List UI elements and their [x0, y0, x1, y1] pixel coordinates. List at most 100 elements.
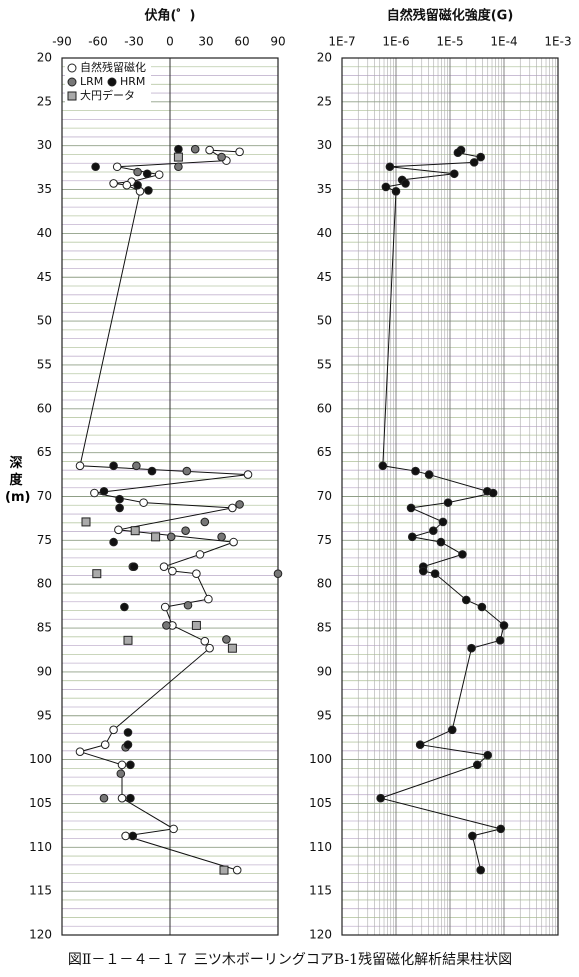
- point: [205, 145, 214, 155]
- point: [99, 486, 109, 496]
- point: [122, 180, 132, 190]
- point: [190, 144, 200, 154]
- point: [436, 537, 446, 547]
- legend-label: HRM: [120, 75, 145, 88]
- point: [449, 169, 459, 179]
- y-tick-label: 110: [309, 840, 332, 854]
- point: [117, 760, 127, 770]
- point: [109, 725, 118, 735]
- y-tick-label: 55: [37, 357, 52, 371]
- point: [496, 824, 506, 834]
- point: [130, 526, 140, 536]
- y-tick-label: 50: [317, 314, 332, 328]
- point: [123, 635, 133, 645]
- point: [139, 498, 148, 507]
- point: [472, 760, 482, 770]
- point: [205, 643, 214, 653]
- series-line: [78, 149, 249, 871]
- point: [117, 793, 127, 803]
- y-tick-label: 40: [37, 226, 52, 240]
- y-tick-label: 35: [317, 182, 332, 196]
- x-tick-label: 60: [234, 35, 249, 49]
- y-tick-label: 70: [37, 489, 52, 503]
- x-tick-label: 0: [166, 35, 174, 49]
- point: [227, 643, 237, 653]
- point: [115, 503, 124, 513]
- point: [160, 602, 170, 612]
- point: [376, 793, 385, 803]
- point: [229, 537, 238, 547]
- point: [217, 532, 226, 542]
- point: [133, 167, 142, 177]
- point: [458, 550, 467, 559]
- y-tick-label: 20: [317, 51, 332, 65]
- point: [418, 566, 428, 576]
- point: [123, 740, 133, 749]
- point: [204, 594, 213, 604]
- point: [181, 526, 190, 536]
- y-tick-label: 25: [37, 94, 52, 108]
- y-tick-label: 70: [317, 489, 332, 503]
- chart-title: 伏角(゜): [145, 8, 196, 24]
- point: [99, 793, 109, 803]
- point: [424, 470, 434, 479]
- point: [90, 488, 99, 498]
- y-tick-label: 80: [317, 577, 332, 591]
- point: [243, 470, 253, 479]
- y-tick-label: 105: [309, 796, 332, 810]
- y-tick-label: 100: [29, 752, 52, 766]
- y-tick-label: 85: [37, 621, 52, 635]
- x-tick-label: -90: [52, 35, 72, 49]
- point: [381, 182, 391, 192]
- y-tick-label: 35: [37, 182, 52, 196]
- plot: 自然残留磁化強度(G) 20 25 30 35 40 45 50 55 60 65 70 75 80 85 9…: [309, 8, 572, 942]
- point: [235, 147, 244, 157]
- x-tick-label: 90: [270, 35, 285, 49]
- point: [183, 600, 193, 610]
- point: [75, 747, 85, 757]
- point: [476, 865, 485, 875]
- point: [453, 148, 463, 158]
- plot-frame: [341, 57, 559, 936]
- point: [174, 144, 183, 154]
- point: [228, 503, 237, 513]
- point: [443, 498, 453, 507]
- y-tick-label: 30: [37, 138, 52, 152]
- point: [428, 526, 438, 536]
- y-tick-label: 65: [37, 445, 52, 459]
- point: [232, 865, 242, 875]
- y-tick-label: 65: [317, 445, 332, 459]
- point: [191, 620, 201, 630]
- point: [121, 831, 130, 841]
- point: [147, 466, 157, 476]
- y-tick-label: 120: [309, 928, 332, 942]
- point: [75, 461, 85, 471]
- y-tick-label: 115: [29, 884, 52, 898]
- point: [499, 621, 509, 630]
- legend-label: 自然残留磁化: [80, 60, 146, 74]
- y-axis-label: 深度(m): [5, 456, 31, 505]
- y-tick-label: 100: [309, 752, 332, 766]
- point: [406, 503, 416, 513]
- point: [488, 488, 498, 498]
- x-tick-label: 1E-7: [328, 35, 355, 49]
- y-tick-label: 50: [37, 314, 52, 328]
- y-tick-label: 55: [317, 357, 332, 371]
- point: [438, 517, 448, 527]
- x-tick-label: -30: [124, 35, 144, 49]
- point: [401, 179, 410, 188]
- point: [173, 152, 183, 162]
- point: [132, 461, 141, 471]
- y-tick-label: 105: [29, 796, 52, 810]
- y-tick-label: 75: [37, 533, 52, 547]
- point: [91, 162, 100, 172]
- y-tick-label: 80: [37, 577, 52, 591]
- point: [477, 602, 487, 612]
- point: [109, 461, 118, 471]
- point: [133, 180, 142, 190]
- legend-marker: [67, 91, 77, 101]
- point: [378, 461, 388, 471]
- point: [467, 643, 476, 653]
- x-tick-label: 30: [198, 35, 213, 49]
- legend-marker: [107, 77, 117, 87]
